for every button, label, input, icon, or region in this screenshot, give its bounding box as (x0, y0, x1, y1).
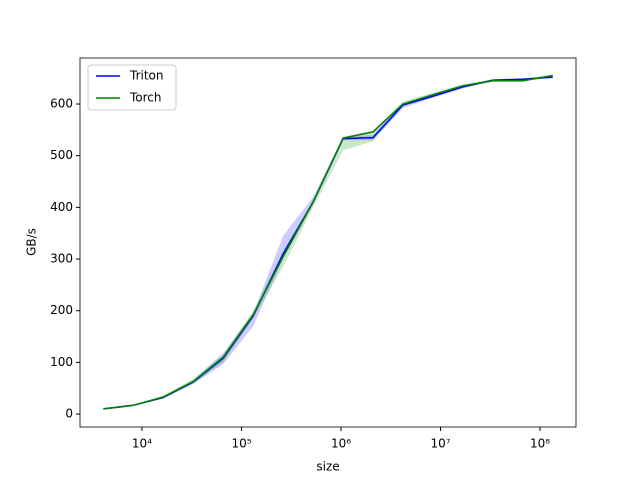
y-tick-label: 200 (50, 303, 73, 317)
series-line (103, 76, 553, 410)
error-band (103, 74, 553, 410)
y-tick-label: 600 (50, 96, 73, 110)
y-axis-label: GB/s (25, 228, 39, 256)
x-tick-label: 10⁴ (132, 437, 152, 451)
series-line (103, 74, 553, 410)
x-tick-label: 10⁷ (430, 437, 450, 451)
legend-label: Torch (129, 91, 162, 105)
x-tick-label: 10⁵ (231, 437, 251, 451)
y-tick-label: 0 (65, 407, 73, 421)
plot-frame (79, 57, 577, 428)
legend-label: Triton (129, 69, 164, 83)
x-tick-label: 10⁶ (331, 437, 351, 451)
y-tick-label: 400 (50, 200, 73, 214)
x-axis-label: size (316, 460, 339, 474)
y-tick-label: 300 (50, 252, 73, 266)
error-band (103, 76, 553, 410)
y-tick-label: 100 (50, 355, 73, 369)
x-tick-label: 10⁸ (530, 437, 550, 451)
y-tick-label: 500 (50, 148, 73, 162)
